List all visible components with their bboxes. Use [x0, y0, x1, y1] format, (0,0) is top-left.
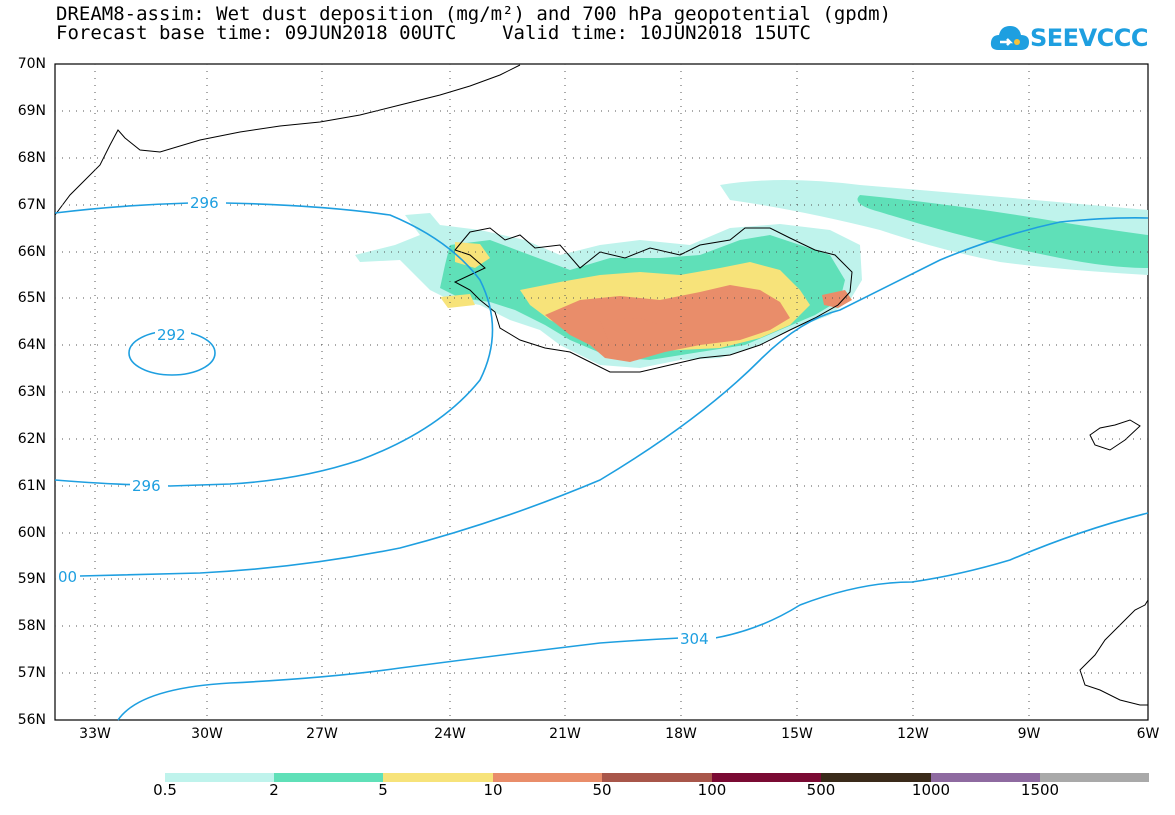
- contour-300: [79, 217, 1149, 577]
- lat-label: 60N: [17, 525, 46, 541]
- dust-area-iceland-high-ring: [600, 318, 665, 352]
- lat-label: 58N: [17, 618, 46, 634]
- colorbar-swatch: [1040, 773, 1149, 782]
- colorbar-swatch: [602, 773, 712, 782]
- colorbar-swatch: [821, 773, 931, 782]
- contour-label: 304: [680, 630, 709, 648]
- lat-label: 56N: [17, 712, 46, 728]
- colorbar-swatch: [165, 773, 274, 782]
- colorbar-swatch: [712, 773, 821, 782]
- lon-label: 33W: [79, 726, 111, 742]
- colorbar-swatch: [274, 773, 383, 782]
- lat-label: 59N: [17, 571, 46, 587]
- logo-text: SEEVCCC: [1030, 24, 1149, 52]
- contour-label: 292: [157, 326, 186, 344]
- lat-label: 64N: [17, 337, 46, 353]
- colorbar-level: 50: [592, 781, 612, 799]
- colorbar-level: 2: [269, 781, 279, 799]
- contour-label: 00: [58, 568, 77, 586]
- lon-label: 18W: [665, 726, 697, 742]
- colorbar-level: 1500: [1020, 781, 1060, 799]
- lon-label: 27W: [306, 726, 338, 742]
- dust-area-moderate: [857, 195, 1148, 268]
- contour-label: 296: [190, 194, 219, 212]
- contour-296-north: [54, 202, 494, 487]
- lat-label: 67N: [17, 197, 46, 213]
- coast-greenland: [54, 64, 521, 216]
- colorbar-level: 1000: [911, 781, 951, 799]
- lon-label: 30W: [191, 726, 223, 742]
- colorbar-level: 5: [378, 781, 388, 799]
- colorbar-level: 500: [806, 781, 836, 799]
- lat-label: 69N: [17, 103, 46, 119]
- coast-scotland: [1079, 598, 1149, 706]
- lat-label: 68N: [17, 150, 46, 166]
- lon-label: 9W: [1017, 726, 1041, 742]
- lat-label: 65N: [17, 290, 46, 306]
- dust-area-iceland-high: [545, 285, 790, 362]
- lon-label: 12W: [897, 726, 929, 742]
- graticule: [55, 64, 1148, 720]
- colorbar-swatch: [383, 773, 493, 782]
- colorbar-swatch: [931, 773, 1040, 782]
- lon-label: 6W: [1136, 726, 1160, 742]
- colorbar-level: 0.5: [153, 781, 177, 799]
- lat-label: 66N: [17, 244, 46, 260]
- lon-label: 21W: [549, 726, 581, 742]
- lat-label: 61N: [17, 478, 46, 494]
- lat-label: 70N: [17, 56, 46, 72]
- coastlines: [54, 64, 1149, 706]
- lat-label: 57N: [17, 665, 46, 681]
- cloud-icon: [990, 26, 1029, 50]
- dust-deposition-field: [355, 180, 1148, 368]
- map-title: DREAM8-assim: Wet dust deposition (mg/m²…: [56, 3, 892, 25]
- dust-area-west-spot: [440, 294, 475, 308]
- dust-area-east: [822, 290, 852, 308]
- map-subtitle: Forecast base time: 09JUN2018 00UTC Vali…: [56, 22, 811, 44]
- coast-faroes: [1089, 419, 1141, 451]
- geopotential-contours: [54, 202, 1149, 721]
- seevccc-logo: SEEVCCC: [990, 22, 1150, 56]
- lat-label: 62N: [17, 431, 46, 447]
- colorbar-level: 100: [697, 781, 727, 799]
- colorbar-swatch: [493, 773, 602, 782]
- lat-label: 63N: [17, 384, 46, 400]
- colorbar-level: 10: [483, 781, 503, 799]
- coast-iceland: [453, 227, 853, 373]
- contour-label: 296: [132, 477, 161, 495]
- contour-304: [117, 512, 1149, 721]
- lon-label: 15W: [781, 726, 813, 742]
- lon-label: 24W: [434, 726, 466, 742]
